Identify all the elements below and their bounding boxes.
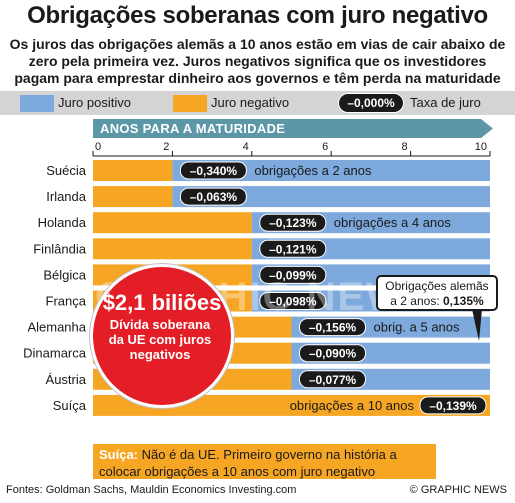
legend-label-rate: Taxa de juro	[410, 95, 481, 110]
annotation-1: obrigações a 4 anos	[334, 215, 452, 230]
credit-text: © GRAPHIC NEWS	[409, 484, 507, 496]
rate-value-4: –0,099%	[269, 268, 317, 282]
rate-value-6: –0,156%	[309, 321, 357, 335]
legend-label-positive: Juro positivo	[58, 95, 131, 110]
page-title: Obrigações soberanas com juro negativo	[27, 2, 488, 29]
category-label-4: Bélgica	[43, 267, 86, 282]
rate-pill-6	[299, 318, 366, 337]
category-label-2: Holanda	[38, 215, 87, 230]
note-text: Não é da UE. Primeiro governo na históri…	[99, 447, 397, 479]
category-label-1: Irlanda	[46, 189, 87, 204]
category-label-8: Áustria	[46, 372, 87, 387]
annotation-2: obrig. a 5 anos	[374, 320, 461, 335]
bar-negative-0	[93, 160, 173, 181]
callout-pointer	[472, 309, 482, 341]
legend-swatch-positive	[20, 95, 54, 112]
annotation-0: obrigações a 2 anos	[254, 163, 372, 178]
rate-pill-0	[179, 161, 247, 180]
legend: Juro positivo Juro negativo –0,000% Taxa…	[0, 91, 515, 115]
rate-pill-2	[259, 213, 327, 232]
rate-value-7: –0,090%	[309, 347, 357, 361]
category-label-5: França	[46, 294, 87, 309]
rate-pill-8	[299, 370, 366, 389]
rate-value-3: –0,121%	[269, 242, 317, 256]
category-label-3: Finlândia	[33, 241, 87, 256]
bar-negative-3	[93, 238, 252, 260]
x-axis-label: ANOS PARA A MATURIDADE	[100, 121, 286, 136]
bubble-text: Dívida soberana da UE com juros negativo…	[108, 317, 212, 362]
subtitle: Os juros das obrigações alemãs a 10 anos…	[9, 36, 506, 86]
rate-value-1: –0,063%	[190, 190, 238, 204]
eu-debt-bubble	[90, 264, 234, 408]
rate-pill-4	[259, 265, 327, 284]
x-tick-label-4: 4	[243, 141, 249, 153]
source-text: Fontes: Goldman Sachs, Mauldin Economics…	[6, 484, 297, 496]
bar-positive-1	[172, 186, 490, 208]
bar-negative-2	[93, 212, 252, 234]
rate-value-2: –0,123%	[269, 216, 317, 230]
callout-line2-value: 0,135%	[443, 294, 484, 308]
callout-line2-prefix: a 2 anos:	[390, 294, 443, 308]
rate-pill-9	[419, 396, 487, 415]
rate-pill-7	[299, 344, 366, 363]
rate-value-5: –0,098%	[269, 295, 317, 309]
rate-value-0: –0,340%	[190, 164, 238, 178]
x-tick-label-2: 2	[163, 141, 169, 153]
rate-value-9: –0,139%	[429, 399, 477, 413]
bar-positive-0	[172, 160, 490, 181]
axis-banner	[93, 119, 493, 138]
x-tick-label-10: 10	[475, 141, 487, 153]
bar-negative-1	[93, 186, 173, 208]
rate-pill-5	[259, 292, 327, 310]
legend-rate-pill: –0,000%	[338, 93, 404, 113]
callout-line1: Obrigações alemãs	[385, 279, 489, 293]
x-tick-label-6: 6	[322, 141, 328, 153]
bubble-amount: $2,1 biliões	[102, 290, 222, 315]
rate-value-8: –0,077%	[309, 373, 357, 387]
category-label-6: Alemanha	[27, 320, 86, 335]
rate-pill-1	[179, 187, 247, 206]
callout-german-bonds: Obrigações alemãs a 2 anos: 0,135%	[376, 275, 498, 311]
annotation-3: obrigações a 10 anos	[290, 398, 415, 413]
switzerland-note: Suíça: Não é da UE. Primeiro governo na …	[92, 443, 437, 480]
category-label-0: Suécia	[46, 163, 87, 178]
category-label-7: Dinamarca	[23, 346, 87, 361]
x-tick-label-0: 0	[95, 141, 101, 153]
legend-label-negative: Juro negativo	[211, 95, 290, 110]
category-label-9: Suíça	[53, 398, 87, 413]
note-bold: Suíça:	[99, 447, 139, 462]
x-tick-label-8: 8	[401, 141, 407, 153]
legend-swatch-negative	[173, 95, 207, 112]
rate-pill-3	[259, 239, 327, 258]
